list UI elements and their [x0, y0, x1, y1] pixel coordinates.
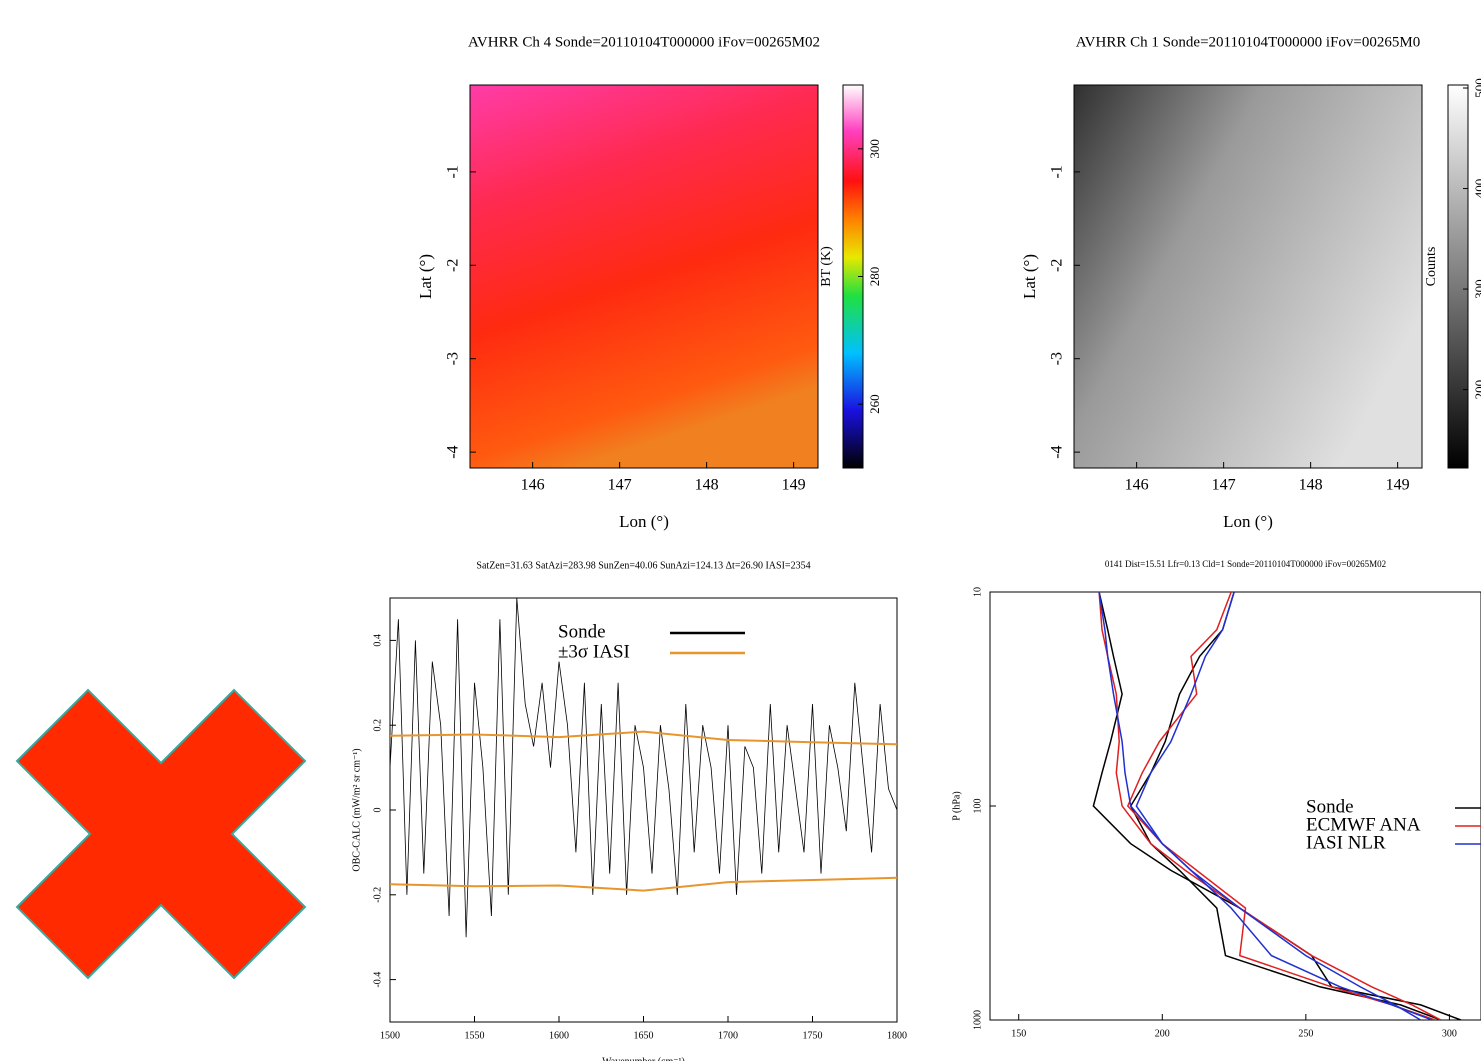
chart-title: 0141 Dist=15.51 Lfr=0.13 Cld=1 Sonde=201…: [1105, 559, 1386, 569]
y-tick-label: -0.2: [372, 887, 383, 903]
legend-label: Sonde: [558, 621, 606, 642]
plot-frame: [469, 84, 819, 469]
plot-frame: [389, 597, 898, 1023]
series-lower-line: [390, 876, 897, 892]
x-tick-label: 146: [1125, 477, 1149, 494]
colorbar-label: Counts: [1424, 247, 1439, 287]
x-axis-label: Lon (°): [1223, 512, 1273, 531]
error-cross: [15, 688, 307, 980]
x-tick-label: 300: [1442, 1028, 1457, 1039]
x-tick-label: 250: [1298, 1028, 1313, 1039]
x-axis-label: Wavenumber (cm⁻¹): [602, 1056, 685, 1061]
colorbar-label: BT (K): [819, 246, 834, 287]
y-tick-label: 10: [972, 587, 983, 597]
x-tick-label: 148: [695, 477, 719, 494]
plot-frame: [989, 591, 1481, 1021]
dewpoint-line: [1129, 592, 1442, 1020]
y-tick-label: 1000: [972, 1010, 983, 1030]
x-tick-label: 1600: [549, 1030, 569, 1041]
x-tick-label: 1500: [380, 1030, 400, 1041]
series-line: [390, 730, 897, 746]
chart-title: AVHRR Ch 4 Sonde=20110104T000000 iFov=00…: [468, 34, 820, 50]
y-tick-label: -2: [1049, 259, 1066, 272]
y-tick-label: -4: [1049, 445, 1066, 458]
x-tick-label: 149: [782, 477, 806, 494]
legend-label: Sonde: [1306, 796, 1354, 817]
temperature-line: [1098, 592, 1422, 1020]
colorbar-tick-label: 300: [1472, 279, 1481, 299]
x-tick-label: 1700: [718, 1030, 738, 1041]
colorbar-tick-label: 200: [1472, 380, 1481, 400]
x-tick-label: 149: [1386, 477, 1410, 494]
x-tick-label: 147: [608, 477, 632, 494]
y-axis-label: P (hPa): [951, 791, 962, 820]
x-tick-label: 148: [1299, 477, 1323, 494]
y-tick-label: 0.2: [372, 719, 383, 732]
y-axis-label: OBC-CALC (mW/m² sr cm⁻¹): [351, 748, 362, 871]
x-tick-label: 146: [521, 477, 545, 494]
y-tick-label: -1: [1049, 165, 1066, 178]
y-axis-label: Lat (°): [416, 254, 435, 299]
colorbar: [1447, 84, 1469, 469]
y-tick-label: -3: [1049, 352, 1066, 365]
y-tick-label: -4: [445, 445, 462, 458]
x-tick-label: 147: [1212, 477, 1236, 494]
series-line: [390, 598, 897, 938]
x-tick-label: 1650: [634, 1030, 654, 1041]
dewpoint-line: [1135, 592, 1433, 1020]
x-tick-label: 200: [1155, 1028, 1170, 1039]
y-axis-label: Lat (°): [1020, 254, 1039, 299]
map-image: [470, 85, 818, 468]
y-tick-label: 100: [972, 799, 983, 814]
y-tick-label: -0.4: [372, 972, 383, 988]
colorbar-tick-label: 260: [867, 394, 882, 414]
y-tick-label: 0: [372, 808, 383, 813]
legend-label: ECMWF ANA: [1306, 814, 1421, 835]
colorbar-tick-label: 280: [867, 267, 882, 287]
x-tick-label: 1800: [887, 1030, 907, 1041]
x-tick-label: 150: [1011, 1028, 1026, 1039]
legend-label: IASI NLR: [1306, 832, 1386, 853]
y-tick-label: -3: [445, 352, 462, 365]
temperature-line: [1098, 592, 1442, 1020]
map-image: [1074, 85, 1422, 468]
chart-title: AVHRR Ch 1 Sonde=20110104T000000 iFov=00…: [1076, 34, 1420, 50]
legend-label: ±3σ IASI: [558, 641, 630, 662]
x-tick-label: 1750: [803, 1030, 823, 1041]
y-tick-label: -2: [445, 259, 462, 272]
x-tick-label: 1550: [465, 1030, 485, 1041]
x-axis-label: Lon (°): [619, 512, 669, 531]
colorbar-tick-label: 500: [1472, 78, 1481, 98]
colorbar-tick-label: 300: [867, 139, 882, 159]
chart-title: SatZen=31.63 SatAzi=283.98 SunZen=40.06 …: [476, 560, 810, 571]
y-tick-label: -1: [445, 165, 462, 178]
plot-frame: [1073, 84, 1423, 469]
y-tick-label: 0.4: [372, 634, 383, 647]
temperature-line: [1092, 592, 1462, 1020]
colorbar-tick-label: 400: [1472, 179, 1481, 199]
dewpoint-line: [1126, 592, 1436, 1020]
